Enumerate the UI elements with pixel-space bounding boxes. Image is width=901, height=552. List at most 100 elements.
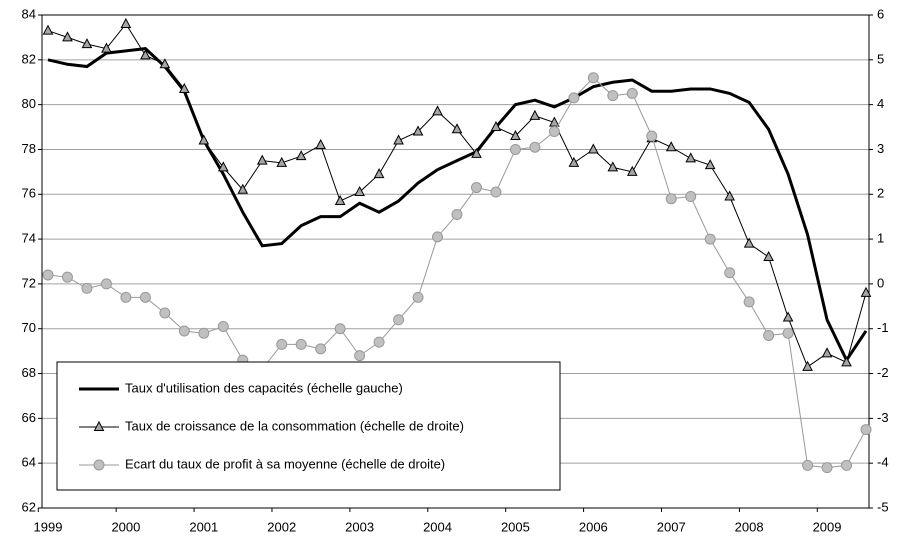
triangle-marker	[665, 141, 677, 152]
triangle-marker	[140, 49, 151, 60]
circle-marker	[451, 208, 463, 220]
circle-marker	[276, 338, 288, 350]
x-tick-label: 2001	[189, 519, 218, 534]
y-tick-label: 70	[22, 320, 36, 335]
y-tick-label: 78	[22, 141, 36, 156]
y-tick-label: 82	[22, 51, 36, 66]
triangle-marker	[568, 156, 580, 167]
triangle-marker	[432, 105, 443, 116]
circle-marker	[743, 296, 755, 308]
y2-tick-label: -1	[877, 320, 889, 335]
circle-marker	[373, 336, 385, 348]
circle-marker	[393, 314, 405, 326]
circle-marker	[646, 130, 658, 142]
circle-marker	[841, 459, 853, 471]
triangle-marker	[81, 38, 93, 49]
circle-marker	[93, 459, 105, 471]
circle-marker	[821, 462, 833, 474]
y-tick-label: 80	[22, 96, 36, 111]
circle-marker	[217, 320, 229, 332]
triangle-marker	[393, 134, 404, 145]
circle-marker	[295, 338, 307, 350]
circle-marker	[61, 271, 73, 283]
triangle-marker	[179, 82, 190, 93]
y2-tick-label: 1	[877, 231, 884, 246]
circle-marker	[432, 231, 444, 243]
circle-marker	[782, 327, 794, 339]
triangle-marker	[120, 17, 132, 28]
circle-marker	[120, 291, 132, 303]
y-tick-label: 84	[22, 6, 36, 21]
circle-marker	[178, 325, 190, 337]
circle-marker	[607, 90, 619, 102]
triangle-marker	[198, 134, 210, 145]
circle-marker	[198, 327, 210, 339]
circle-marker	[334, 323, 346, 335]
legend-label: Ecart du taux de profit à sa moyenne (éc…	[125, 456, 445, 471]
circle-marker	[704, 233, 716, 245]
y-tick-label: 72	[22, 275, 36, 290]
triangle-marker	[607, 161, 619, 172]
legend-box	[56, 361, 561, 491]
circle-marker	[529, 141, 541, 153]
triangle-marker	[782, 311, 794, 322]
triangle-marker	[354, 185, 365, 197]
legend-label: Taux de croissance de la consommation (é…	[125, 418, 464, 433]
circle-marker	[802, 459, 814, 471]
triangle-marker	[256, 154, 268, 165]
y2-tick-label: -2	[877, 365, 889, 380]
triangle-marker	[93, 420, 105, 431]
circle-marker	[860, 424, 872, 436]
triangle-marker	[217, 161, 229, 172]
y-tick-label: 68	[22, 365, 36, 380]
y2-tick-label: 6	[877, 6, 884, 21]
circle-marker	[42, 269, 54, 281]
triangle-marker	[821, 347, 833, 358]
circle-marker	[100, 278, 112, 290]
circle-marker	[763, 329, 775, 341]
triangle-marker	[101, 42, 112, 53]
circle-marker	[354, 350, 366, 362]
circle-marker	[568, 92, 580, 104]
x-tick-label: 2006	[579, 519, 608, 534]
triangle-marker	[412, 125, 424, 136]
y-tick-label: 64	[22, 455, 36, 470]
triangle-marker	[704, 159, 716, 170]
triangle-marker	[841, 356, 852, 367]
x-tick-label: 2002	[267, 519, 296, 534]
circle-marker	[548, 126, 560, 138]
y2-tick-label: 5	[877, 51, 884, 66]
triangle-marker	[276, 156, 288, 167]
triangle-marker	[529, 109, 541, 120]
y2-tick-label: -4	[877, 455, 889, 470]
x-tick-label: 2007	[657, 519, 686, 534]
circle-marker	[470, 182, 482, 194]
y2-tick-label: 2	[877, 186, 884, 201]
legend-label: Taux d'utilisation des capacités (échell…	[125, 380, 403, 395]
triangle-marker	[763, 250, 774, 262]
triangle-marker	[315, 138, 326, 149]
legend: Taux d'utilisation des capacités (échell…	[56, 361, 561, 491]
circle-marker	[315, 343, 327, 355]
circle-marker	[509, 143, 521, 155]
triangle-marker	[334, 194, 346, 205]
y2-tick-label: -3	[877, 410, 889, 425]
circle-marker	[159, 307, 171, 319]
circle-marker	[724, 267, 736, 279]
triangle-marker	[724, 190, 735, 201]
triangle-marker	[743, 237, 755, 248]
y-tick-label: 76	[22, 186, 36, 201]
circle-marker	[665, 193, 677, 205]
y-tick-label: 66	[22, 410, 36, 425]
circle-marker	[81, 282, 93, 294]
plot-frame	[41, 14, 870, 509]
x-tick-label: 2004	[423, 519, 452, 534]
y2-tick-label: 3	[877, 141, 884, 156]
triangle-marker	[490, 120, 502, 132]
triangle-marker	[588, 143, 599, 154]
x-tick-label: 2009	[813, 519, 842, 534]
circle-marker	[139, 291, 151, 303]
triangle-marker	[685, 152, 697, 163]
x-tick-label: 2005	[501, 519, 530, 534]
